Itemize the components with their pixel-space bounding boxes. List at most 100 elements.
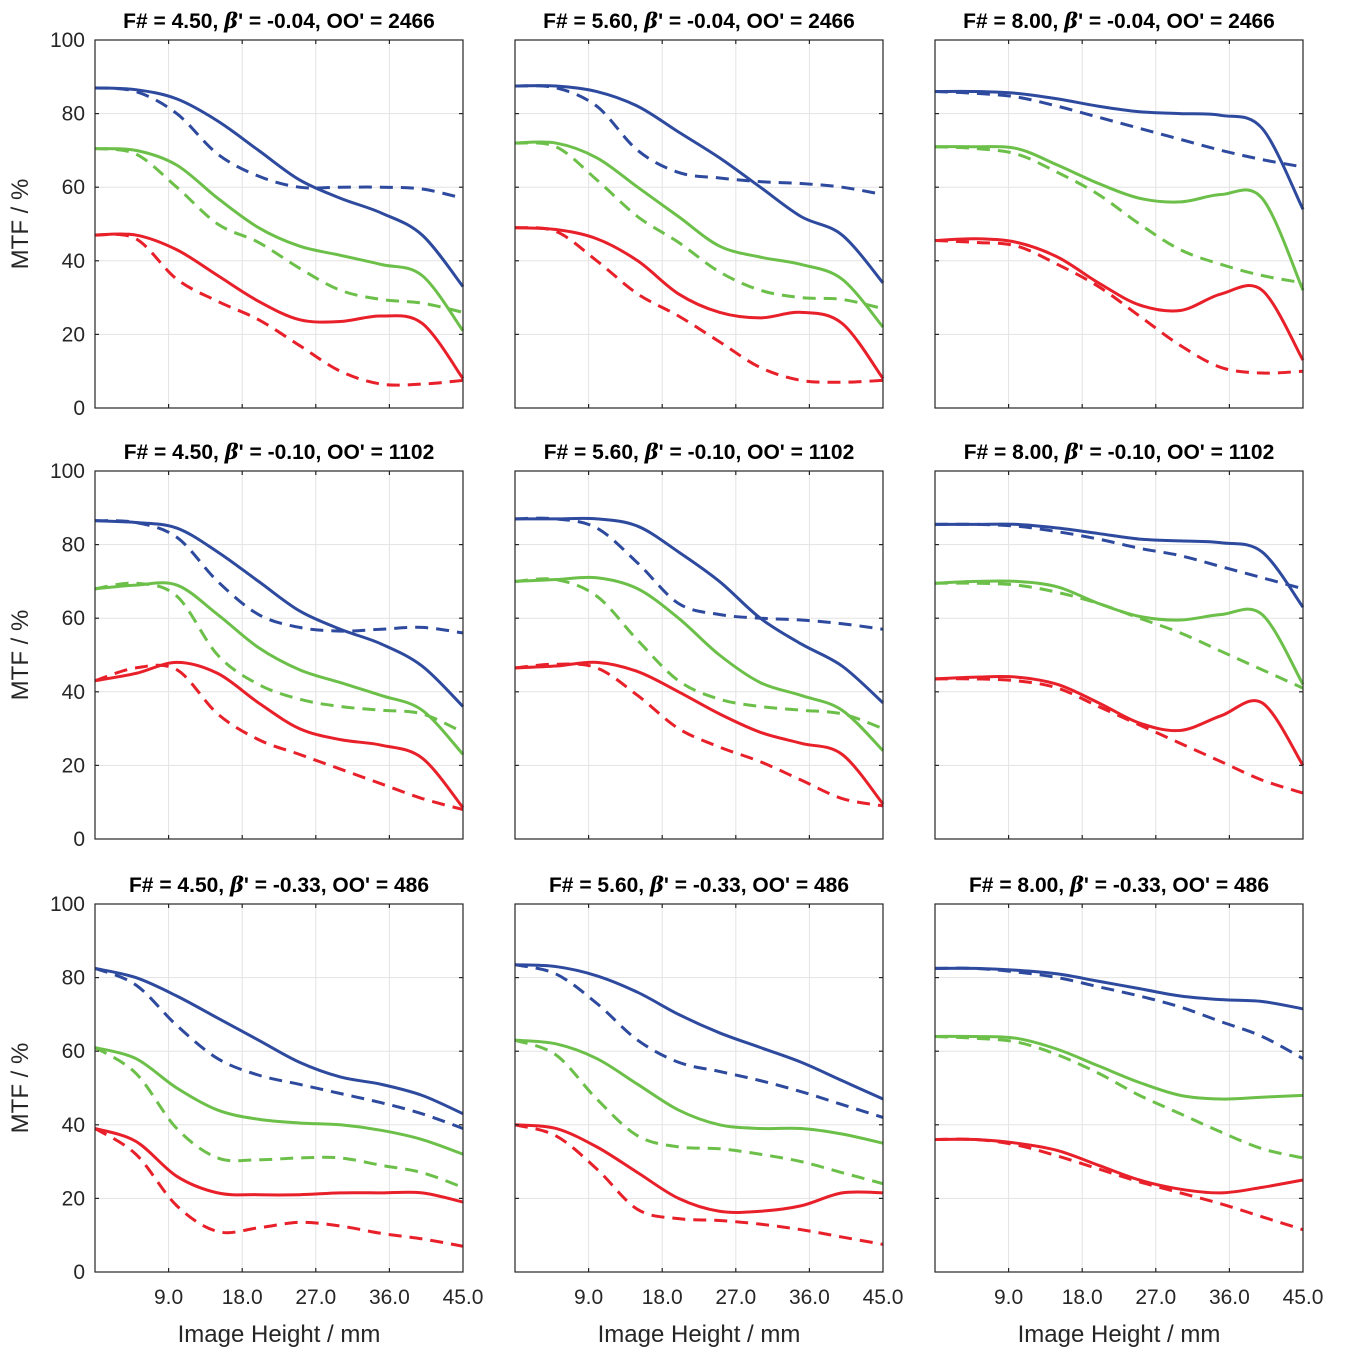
- x-tick-label: 45.0: [443, 1286, 484, 1309]
- x-tick-label: 36.0: [1209, 1286, 1250, 1309]
- series-line-green-solid: [94, 581, 465, 756]
- panel-7: 0 20 40 60 80 100 MTF / % 9.0 18.0 27.0 36.0 45.0 Im…: [7, 872, 483, 1348]
- series-line-red-dashed: [514, 226, 884, 384]
- plot-area: [95, 904, 463, 1272]
- series-line-red-dashed: [514, 662, 884, 808]
- series-line-green-dashed: [514, 141, 884, 311]
- series-line-green-dashed: [934, 145, 1304, 285]
- series-line-red-solid: [514, 660, 885, 805]
- series-line-red-solid: [94, 1127, 464, 1204]
- series-line-blue-solid: [934, 89, 1305, 210]
- plot-area: [95, 471, 463, 839]
- x-tick-label: 9.0: [154, 1286, 183, 1309]
- series-line-blue-dashed: [94, 966, 464, 1130]
- y-axis-label: MTF / %: [7, 179, 34, 270]
- plot-area: [515, 904, 883, 1272]
- series-line-red-solid: [514, 1123, 884, 1214]
- y-tick-label: 80: [62, 534, 85, 557]
- y-tick-label: 0: [73, 1261, 85, 1284]
- axes-box: [94, 470, 464, 840]
- series-line-red-solid: [934, 237, 1305, 361]
- y-tick-label: 80: [62, 103, 85, 126]
- panel-title: F# = 8.00, β' = -0.33, OO' = 486: [969, 872, 1269, 897]
- panel-4: 0 20 40 60 80 100 MTF / % F# = 4.50, β' = -0.10…: [7, 439, 465, 851]
- series-line-green-dashed: [94, 147, 464, 314]
- y-axis-label: MTF / %: [7, 610, 34, 701]
- series-line-blue-solid: [934, 522, 1305, 609]
- series-line-green-solid: [94, 147, 465, 332]
- panel-title: F# = 4.50, β' = -0.10, OO' = 1102: [124, 439, 435, 464]
- x-tick-label: 18.0: [1062, 1286, 1103, 1309]
- series-line-green-dashed: [934, 581, 1304, 690]
- y-tick-label: 100: [50, 893, 85, 916]
- series-line-blue-dashed: [94, 519, 464, 635]
- plot-area: [515, 40, 883, 408]
- panel-6: F# = 8.00, β' = -0.10, OO' = 1102: [934, 439, 1305, 840]
- x-tick-label: 18.0: [222, 1286, 263, 1309]
- y-tick-label: 80: [62, 967, 85, 990]
- plot-area: [935, 40, 1303, 408]
- panel-title: F# = 5.60, β' = -0.04, OO' = 2466: [543, 8, 855, 33]
- x-tick-label: 27.0: [715, 1286, 756, 1309]
- series-line-green-dashed: [514, 1038, 884, 1186]
- plot-area: [935, 904, 1303, 1272]
- y-tick-label: 20: [62, 323, 85, 346]
- x-tick-label: 9.0: [994, 1286, 1023, 1309]
- series-line-green-solid: [514, 575, 885, 752]
- series-line-red-dashed: [514, 1123, 884, 1246]
- axes-box: [934, 470, 1304, 840]
- x-tick-label: 27.0: [1135, 1286, 1176, 1309]
- axes-box: [934, 39, 1304, 409]
- y-tick-label: 40: [62, 250, 85, 273]
- y-tick-label: 20: [62, 754, 85, 777]
- panel-title: F# = 5.60, β' = -0.33, OO' = 486: [549, 872, 849, 897]
- panel-title: F# = 8.00, β' = -0.10, OO' = 1102: [964, 439, 1275, 464]
- series-line-blue-solid: [94, 966, 464, 1116]
- y-tick-label: 60: [62, 176, 85, 199]
- series-line-green-solid: [514, 1038, 884, 1145]
- series-line-blue-solid: [94, 519, 465, 708]
- series-line-red-dashed: [934, 1137, 1304, 1232]
- series-line-green-dashed: [934, 1034, 1304, 1160]
- axes-box: [934, 903, 1304, 1273]
- series-line-blue-solid: [514, 963, 884, 1101]
- y-tick-label: 100: [50, 29, 85, 52]
- panel-8: 9.0 18.0 27.0 36.0 45.0 Image Height / mm F# =…: [514, 872, 904, 1348]
- series-line-green-solid: [934, 145, 1305, 291]
- x-tick-label: 45.0: [863, 1286, 904, 1309]
- y-tick-label: 20: [62, 1187, 85, 1210]
- series-line-red-solid: [514, 226, 885, 380]
- axes-box: [94, 39, 464, 409]
- y-tick-label: 60: [62, 1040, 85, 1063]
- series-line-blue-dashed: [514, 963, 884, 1119]
- plot-area: [515, 471, 883, 839]
- panel-2: F# = 5.60, β' = -0.04, OO' = 2466: [514, 8, 885, 409]
- series-line-red-solid: [934, 674, 1305, 767]
- axes-box: [514, 903, 884, 1273]
- x-axis-label: Image Height / mm: [1018, 1321, 1221, 1348]
- series-line-red-solid: [94, 232, 465, 380]
- axes-box: [514, 470, 884, 840]
- series-line-red-dashed: [934, 239, 1304, 375]
- y-axis-label: MTF / %: [7, 1043, 34, 1134]
- series-line-red-dashed: [94, 663, 464, 812]
- series-line-green-solid: [514, 140, 885, 329]
- series-line-blue-solid: [94, 86, 465, 288]
- x-tick-label: 36.0: [789, 1286, 830, 1309]
- panel-title: F# = 4.50, β' = -0.33, OO' = 486: [129, 872, 429, 897]
- x-axis-label: Image Height / mm: [598, 1321, 801, 1348]
- x-axis-label: Image Height / mm: [178, 1321, 381, 1348]
- panel-3: F# = 8.00, β' = -0.04, OO' = 2466: [934, 8, 1305, 409]
- y-tick-label: 60: [62, 607, 85, 630]
- x-tick-label: 36.0: [369, 1286, 410, 1309]
- panel-title: F# = 4.50, β' = -0.04, OO' = 2466: [123, 8, 435, 33]
- series-line-red-solid: [934, 1137, 1304, 1195]
- y-tick-label: 100: [50, 460, 85, 483]
- x-tick-label: 27.0: [295, 1286, 336, 1309]
- x-tick-label: 18.0: [642, 1286, 683, 1309]
- series-line-blue-dashed: [514, 84, 884, 197]
- y-tick-label: 40: [62, 1114, 85, 1137]
- panel-1: 0 20 40 60 80 100 MTF / % F# = 4.50, β' = -0.04…: [7, 8, 465, 420]
- panel-9: 9.0 18.0 27.0 36.0 45.0 Image Height / mm F# =…: [934, 872, 1323, 1348]
